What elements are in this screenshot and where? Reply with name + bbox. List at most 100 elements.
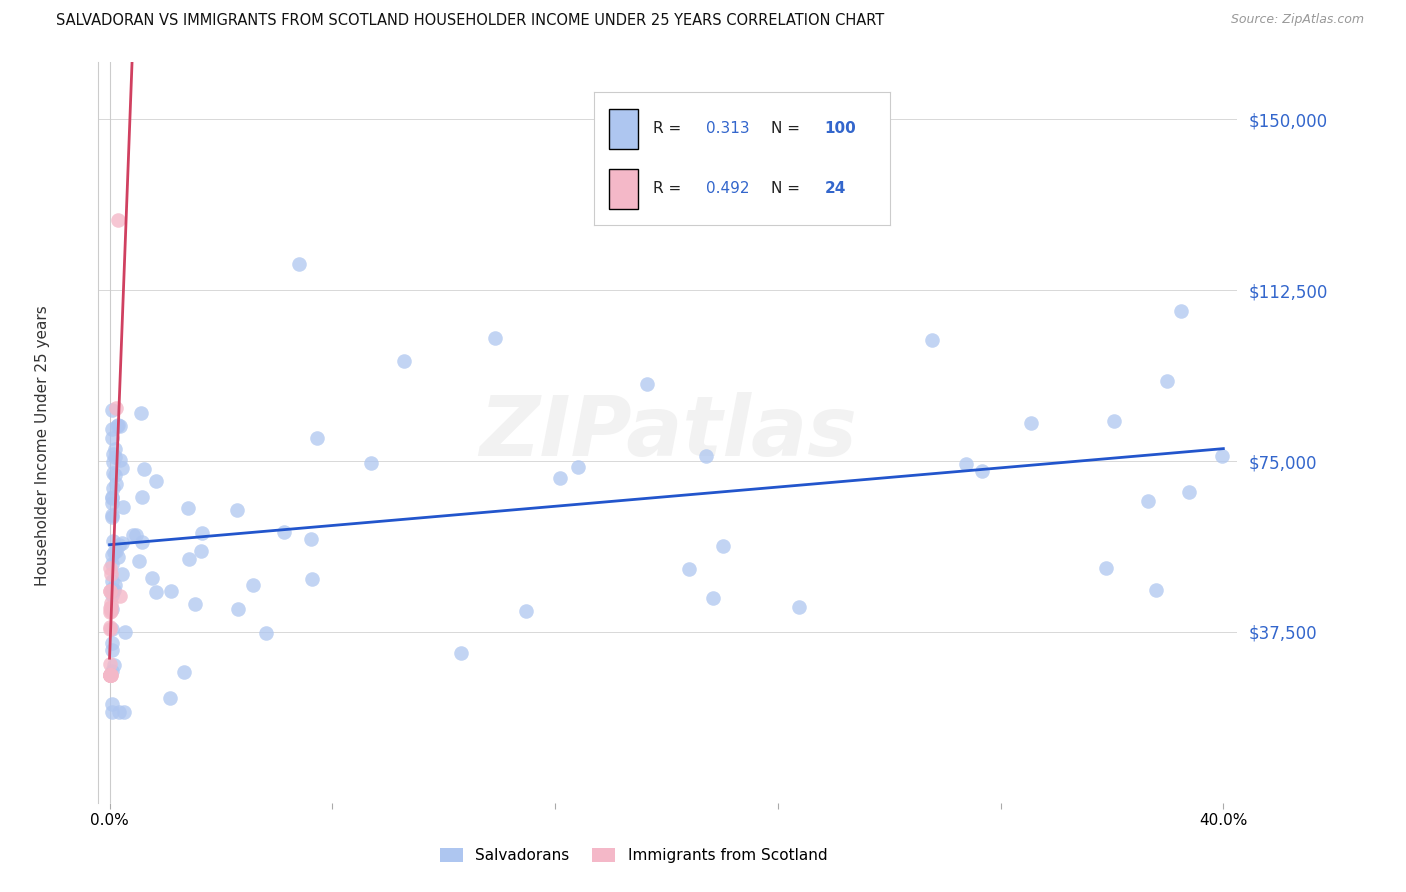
Text: SALVADORAN VS IMMIGRANTS FROM SCOTLAND HOUSEHOLDER INCOME UNDER 25 YEARS CORRELA: SALVADORAN VS IMMIGRANTS FROM SCOTLAND H…: [56, 13, 884, 29]
Point: [190, 544, 212, 558]
Point: [100, 600, 122, 615]
Point: [131, 406, 153, 420]
Point: [100, 623, 122, 637]
Point: [108, 705, 131, 719]
Point: [254, 626, 277, 640]
Point: [226, 602, 249, 616]
Point: [103, 657, 125, 672]
Point: [108, 538, 131, 552]
Point: [177, 500, 200, 515]
Point: [101, 583, 124, 598]
Point: [104, 468, 127, 483]
Point: [100, 657, 122, 672]
Point: [1211, 449, 1233, 463]
Point: [305, 431, 328, 445]
Point: [114, 625, 136, 640]
Point: [1137, 493, 1160, 508]
Point: [101, 623, 124, 637]
Point: [104, 401, 127, 415]
Point: [100, 605, 122, 619]
Point: [101, 636, 124, 650]
Point: [1094, 561, 1116, 575]
Point: [101, 422, 124, 436]
Point: [101, 447, 124, 461]
Point: [288, 257, 311, 271]
Point: [183, 597, 205, 611]
Point: [1104, 414, 1126, 428]
Point: [107, 550, 129, 565]
Point: [972, 464, 994, 478]
Point: [100, 561, 122, 575]
Point: [173, 665, 195, 680]
Text: Householder Income Under 25 years: Householder Income Under 25 years: [35, 306, 49, 586]
Point: [101, 664, 124, 678]
Point: [110, 418, 132, 433]
Point: [104, 578, 127, 592]
Point: [103, 467, 125, 481]
Point: [1144, 582, 1167, 597]
Point: [101, 582, 124, 596]
Point: [108, 590, 131, 604]
Point: [141, 571, 163, 585]
Point: [273, 525, 295, 540]
Point: [100, 583, 122, 598]
Point: [131, 490, 153, 504]
Point: [105, 418, 128, 433]
Point: [101, 705, 124, 719]
Point: [104, 543, 127, 558]
Point: [132, 462, 155, 476]
Point: [1019, 416, 1042, 430]
Point: [450, 646, 472, 660]
Point: [100, 668, 122, 682]
Point: [100, 668, 122, 682]
Point: [103, 455, 125, 469]
Point: [101, 402, 124, 417]
Point: [111, 460, 134, 475]
Point: [112, 705, 135, 719]
Point: [101, 508, 124, 522]
Point: [637, 376, 659, 391]
Point: [955, 457, 977, 471]
Point: [100, 668, 122, 682]
Point: [107, 417, 129, 432]
Point: [100, 668, 122, 682]
Point: [702, 591, 724, 605]
Point: [145, 475, 167, 489]
Point: [101, 491, 124, 505]
Point: [101, 510, 124, 524]
Point: [225, 503, 247, 517]
Point: [921, 333, 943, 347]
Point: [103, 545, 125, 559]
Point: [515, 604, 537, 618]
Text: Source: ZipAtlas.com: Source: ZipAtlas.com: [1230, 13, 1364, 27]
Point: [101, 697, 124, 711]
Point: [131, 534, 153, 549]
Point: [101, 491, 124, 505]
Point: [101, 548, 124, 562]
Point: [100, 604, 122, 618]
Point: [100, 668, 122, 682]
Point: [105, 477, 128, 491]
Point: [100, 668, 122, 682]
Point: [110, 452, 132, 467]
Point: [101, 557, 124, 571]
Point: [145, 585, 167, 599]
Point: [1170, 304, 1192, 318]
Point: [695, 450, 717, 464]
Point: [111, 500, 134, 515]
Text: ZIPatlas: ZIPatlas: [479, 392, 856, 473]
Point: [1178, 485, 1201, 500]
Point: [301, 572, 323, 586]
Point: [111, 536, 134, 550]
Point: [567, 460, 589, 475]
Point: [103, 582, 125, 597]
Point: [101, 432, 124, 446]
Point: [100, 567, 122, 582]
Point: [100, 668, 122, 682]
Point: [101, 642, 124, 657]
Point: [678, 562, 700, 576]
Point: [110, 566, 132, 581]
Legend: Salvadorans, Immigrants from Scotland: Salvadorans, Immigrants from Scotland: [434, 842, 834, 869]
Point: [100, 601, 122, 615]
Point: [100, 619, 122, 633]
